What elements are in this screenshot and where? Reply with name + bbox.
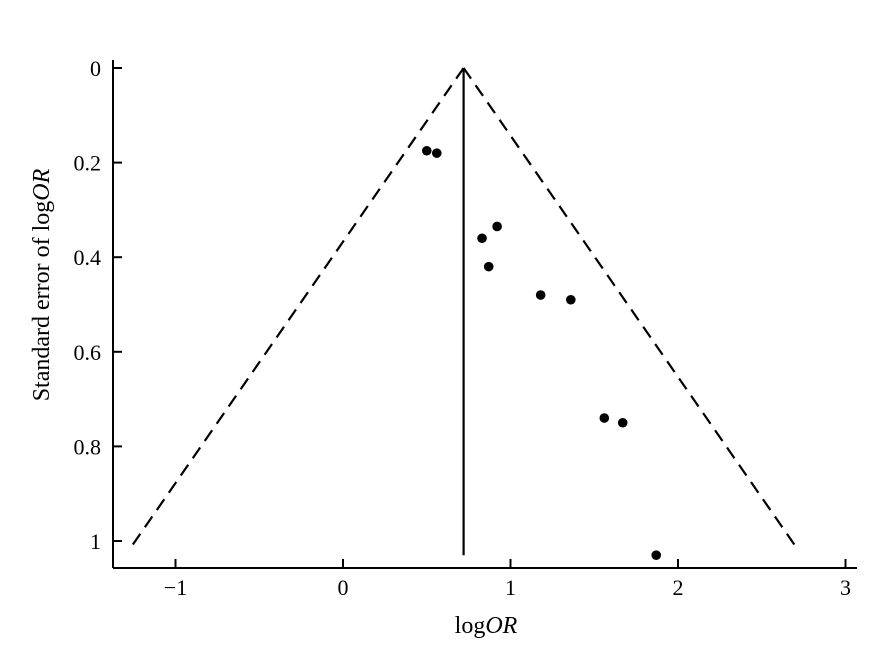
study-point — [535, 290, 546, 300]
study-point — [483, 261, 494, 272]
study-point — [492, 221, 502, 232]
study-point — [566, 294, 576, 305]
funnel-lines — [131, 67, 797, 556]
study-point — [617, 417, 628, 428]
y-tick-label: 0.6 — [74, 340, 102, 365]
tick-labels: −1 0 1 2 3 0 0.2 0.4 0.6 0.8 1 — [74, 56, 852, 600]
study-point — [477, 233, 487, 244]
funnel-right-line — [462, 67, 797, 547]
study-point — [651, 550, 662, 560]
x-tick-label: −1 — [164, 575, 187, 600]
axes — [112, 60, 857, 569]
x-tick-label: 3 — [840, 575, 851, 600]
data-points — [421, 145, 662, 560]
study-point — [421, 145, 432, 156]
y-axis-title: Standard error of logOR — [29, 168, 55, 401]
y-tick-label: 0.4 — [74, 245, 102, 270]
y-tick-label: 1 — [90, 529, 101, 554]
x-tick-label: 2 — [673, 575, 684, 600]
study-point — [599, 413, 610, 423]
funnel-left-line — [131, 67, 465, 547]
x-tick-label: 1 — [505, 575, 516, 600]
y-tick-label: 0 — [90, 56, 101, 81]
x-tick-label: 0 — [338, 575, 349, 600]
study-point — [432, 148, 442, 158]
y-tick-label: 0.2 — [74, 151, 102, 176]
y-tick-label: 0.8 — [74, 434, 102, 459]
x-axis-title: logOR — [455, 613, 518, 639]
